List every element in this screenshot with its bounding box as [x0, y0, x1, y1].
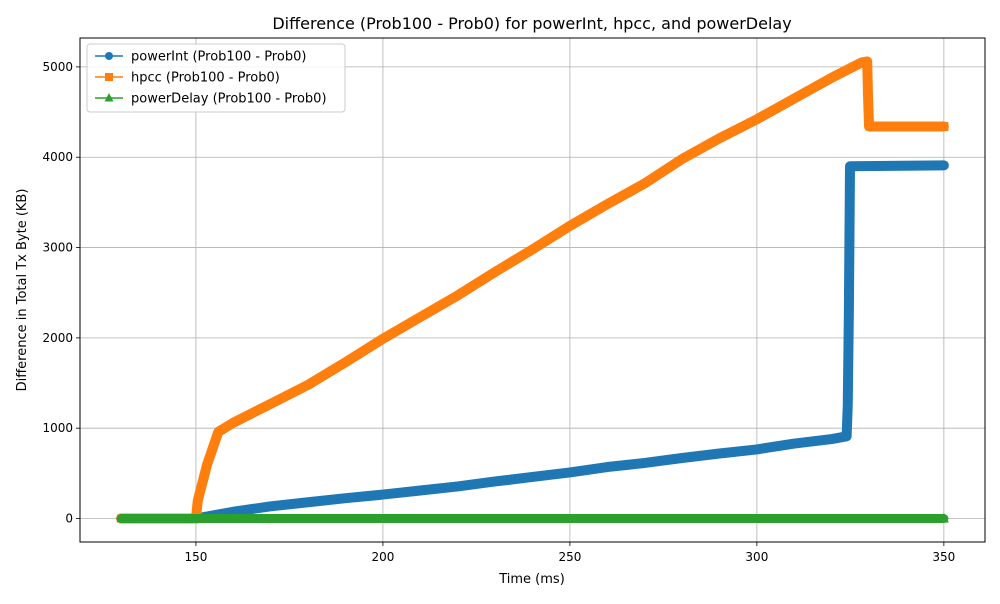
series-line: [121, 164, 944, 520]
series-line: [121, 60, 944, 520]
plot-frame: [79, 37, 986, 543]
x-axis-label: Time (ms): [498, 572, 565, 587]
y-tick-label: 4000: [42, 150, 73, 164]
x-tick-label: 150: [184, 550, 207, 564]
series-triangle: [116, 513, 949, 524]
x-tick-label: 350: [932, 550, 955, 564]
series-point-end: [938, 513, 949, 523]
y-tick-label: 0: [65, 512, 73, 526]
y-axis-label: Difference in Total Tx Byte (KB): [15, 189, 30, 392]
legend-label: powerInt (Prob100 - Prob0): [131, 50, 306, 65]
legend-marker: [105, 73, 113, 81]
legend-marker: [105, 52, 113, 60]
legend-label: hpcc (Prob100 - Prob0): [131, 71, 280, 86]
legend-frame: [86, 43, 346, 113]
y-tick-label: 2000: [42, 331, 73, 345]
x-tick-label: 200: [371, 550, 394, 564]
y-tick-label: 5000: [42, 60, 73, 74]
legend-item: powerInt (Prob100 - Prob0): [95, 50, 306, 65]
series-layer: [116, 56, 949, 524]
y-tick-label: 1000: [42, 421, 73, 435]
axis-ticks: 150 200 250 300 350 0 1000 2000 3000 4000 5000: [42, 60, 955, 564]
y-tick-label: 3000: [42, 241, 73, 255]
legend-item: powerDelay (Prob100 - Prob0): [95, 92, 327, 107]
series-point-end: [939, 160, 949, 170]
grid-lines: [80, 38, 985, 542]
legend-item: hpcc (Prob100 - Prob0): [95, 71, 280, 86]
x-tick-label: 300: [745, 550, 768, 564]
series-point-start: [116, 513, 126, 523]
legend: powerInt (Prob100 - Prob0) hpcc (Prob100 …: [86, 43, 346, 113]
legend-marker: [104, 93, 114, 102]
chart-title: Difference (Prob100 - Prob0) for powerIn…: [272, 14, 791, 33]
legend-label: powerDelay (Prob100 - Prob0): [131, 92, 327, 107]
series-point-end: [939, 122, 949, 132]
x-tick-label: 250: [558, 550, 581, 564]
